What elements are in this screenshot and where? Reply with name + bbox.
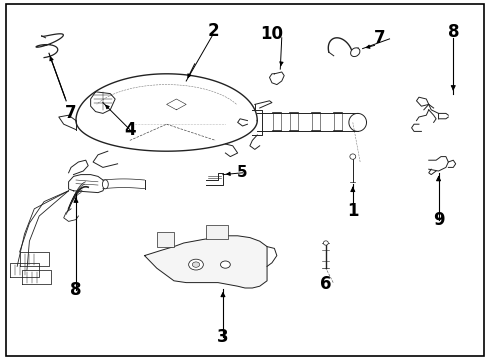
Text: 8: 8 <box>447 23 459 41</box>
Text: 3: 3 <box>217 328 229 346</box>
Text: 5: 5 <box>237 165 248 180</box>
Polygon shape <box>157 232 174 247</box>
Ellipse shape <box>189 259 203 270</box>
Ellipse shape <box>220 261 230 268</box>
Text: 6: 6 <box>320 275 332 293</box>
Polygon shape <box>206 225 228 239</box>
Text: 7: 7 <box>374 29 386 47</box>
Text: 10: 10 <box>261 25 283 43</box>
Ellipse shape <box>350 154 356 159</box>
Ellipse shape <box>192 262 200 267</box>
Ellipse shape <box>351 48 360 57</box>
Text: 1: 1 <box>347 202 359 220</box>
Text: 8: 8 <box>70 281 82 299</box>
Text: 4: 4 <box>124 121 136 139</box>
Ellipse shape <box>323 241 328 245</box>
Polygon shape <box>145 236 267 288</box>
Ellipse shape <box>102 180 108 189</box>
Text: 7: 7 <box>65 104 77 122</box>
Text: 9: 9 <box>433 211 444 229</box>
Text: 2: 2 <box>207 22 219 40</box>
